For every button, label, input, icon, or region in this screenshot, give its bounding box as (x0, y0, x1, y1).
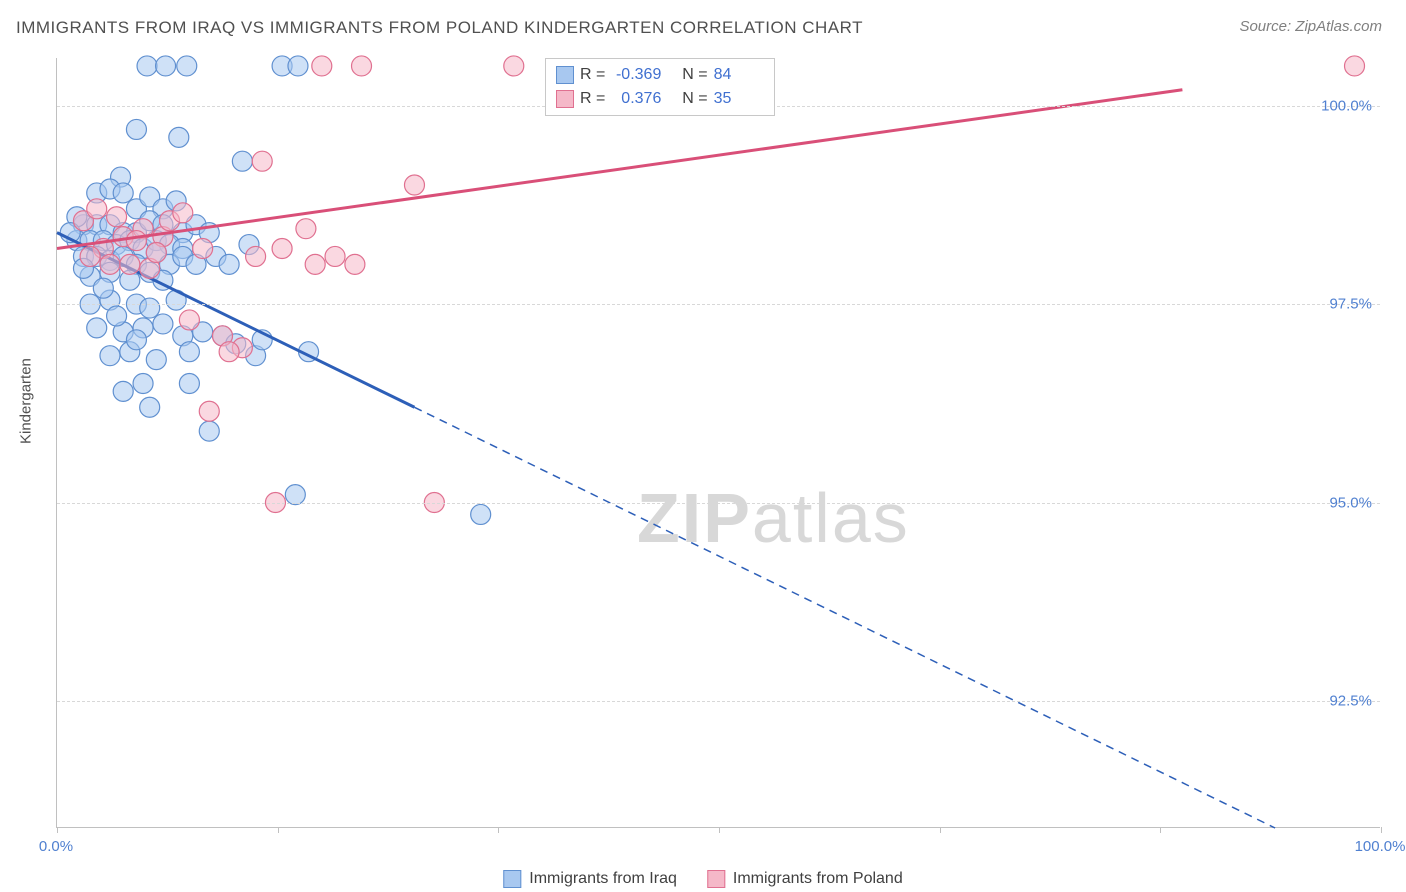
r-label: R = (580, 63, 605, 87)
x-tick (1381, 827, 1382, 833)
scatter-point-poland (173, 203, 193, 223)
scatter-point-iraq (219, 254, 239, 274)
scatter-point-iraq (288, 56, 308, 76)
legend-label-poland: Immigrants from Poland (733, 870, 903, 888)
x-tick (278, 827, 279, 833)
scatter-point-iraq (179, 342, 199, 362)
scatter-point-iraq (140, 298, 160, 318)
scatter-point-iraq (100, 346, 120, 366)
y-tick-label: 95.0% (1329, 494, 1372, 511)
swatch-iraq-icon (556, 66, 574, 84)
x-tick (940, 827, 941, 833)
swatch-iraq-icon (503, 870, 521, 888)
x-tick (498, 827, 499, 833)
scatter-point-poland (352, 56, 372, 76)
scatter-point-iraq (113, 381, 133, 401)
scatter-point-poland (80, 246, 100, 266)
scatter-point-iraq (140, 397, 160, 417)
r-value-poland: 0.376 (611, 87, 661, 111)
scatter-point-poland (272, 239, 292, 259)
scatter-point-poland (193, 239, 213, 259)
gridline (57, 503, 1380, 504)
scatter-point-iraq (179, 373, 199, 393)
y-tick-label: 100.0% (1321, 97, 1372, 114)
scatter-point-poland (100, 254, 120, 274)
scatter-point-poland (107, 207, 127, 227)
y-axis-title: Kindergarten (18, 358, 35, 444)
swatch-poland-icon (707, 870, 725, 888)
scatter-point-poland (179, 310, 199, 330)
scatter-point-iraq (177, 56, 197, 76)
x-tick-label: 0.0% (39, 838, 73, 855)
x-tick-label: 100.0% (1355, 838, 1406, 855)
scatter-point-poland (120, 254, 140, 274)
r-label: R = (580, 87, 605, 111)
scatter-point-poland (296, 219, 316, 239)
legend-label-iraq: Immigrants from Iraq (529, 870, 677, 888)
plot-area: ZIPatlas 100.0%97.5%95.0%92.5% (56, 58, 1380, 828)
scatter-point-poland (325, 246, 345, 266)
scatter-point-poland (219, 342, 239, 362)
scatter-point-iraq (146, 350, 166, 370)
r-value-iraq: -0.369 (611, 63, 661, 87)
swatch-poland-icon (556, 90, 574, 108)
y-tick-label: 97.5% (1329, 296, 1372, 313)
scatter-point-iraq (107, 306, 127, 326)
scatter-point-iraq (87, 318, 107, 338)
scatter-point-poland (252, 151, 272, 171)
gridline (57, 701, 1380, 702)
x-tick (57, 827, 58, 833)
scatter-point-poland (404, 175, 424, 195)
n-label: N = (682, 63, 707, 87)
scatter-point-iraq (156, 56, 176, 76)
scatter-point-iraq (133, 373, 153, 393)
scatter-point-poland (199, 401, 219, 421)
scatter-point-iraq (199, 421, 219, 441)
stats-row-iraq: R =-0.369 N = 84 (556, 63, 764, 87)
scatter-point-iraq (153, 314, 173, 334)
scatter-point-poland (1345, 56, 1365, 76)
n-label: N = (682, 87, 707, 111)
legend-item-poland: Immigrants from Poland (707, 870, 903, 888)
n-value-iraq: 84 (714, 63, 764, 87)
scatter-point-iraq (126, 330, 146, 350)
source-attribution: Source: ZipAtlas.com (1239, 18, 1382, 35)
stats-row-poland: R =0.376 N = 35 (556, 87, 764, 111)
scatter-point-iraq (232, 151, 252, 171)
scatter-point-iraq (113, 183, 133, 203)
scatter-point-iraq (137, 56, 157, 76)
scatter-point-iraq (126, 119, 146, 139)
legend-item-iraq: Immigrants from Iraq (503, 870, 677, 888)
chart-title: IMMIGRANTS FROM IRAQ VS IMMIGRANTS FROM … (16, 18, 863, 38)
x-tick (719, 827, 720, 833)
scatter-point-poland (345, 254, 365, 274)
scatter-point-poland (246, 246, 266, 266)
scatter-point-poland (87, 199, 107, 219)
scatter-point-iraq (93, 278, 113, 298)
chart-svg (57, 58, 1380, 827)
x-tick (1160, 827, 1161, 833)
scatter-point-iraq (169, 127, 189, 147)
scatter-point-iraq (471, 504, 491, 524)
y-tick-label: 92.5% (1329, 692, 1372, 709)
scatter-point-poland (312, 56, 332, 76)
stats-legend: R =-0.369 N = 84 R =0.376 N = 35 (545, 58, 775, 116)
n-value-poland: 35 (714, 87, 764, 111)
bottom-legend: Immigrants from Iraq Immigrants from Pola… (503, 870, 902, 888)
trend-line-ext-iraq (414, 407, 1275, 828)
scatter-point-poland (146, 242, 166, 262)
scatter-point-poland (504, 56, 524, 76)
scatter-point-poland (126, 231, 146, 251)
scatter-point-poland (305, 254, 325, 274)
gridline (57, 304, 1380, 305)
